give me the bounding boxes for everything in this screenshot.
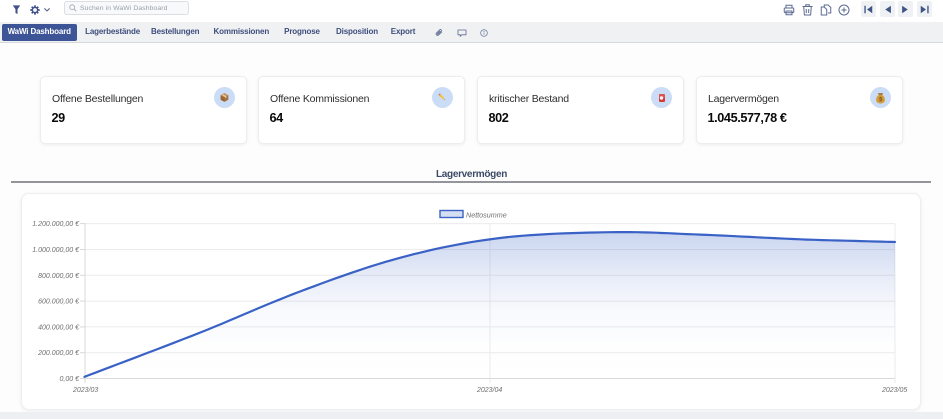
svg-text:Nettosumme: Nettosumme [466, 211, 507, 220]
svg-text:1.000.000,00 €: 1.000.000,00 € [32, 247, 80, 254]
svg-text:2023/04: 2023/04 [476, 387, 502, 394]
svg-text:400.000,00 €: 400.000,00 € [38, 325, 80, 332]
svg-text:2023/03: 2023/03 [72, 387, 98, 394]
svg-text:2023/05: 2023/05 [881, 387, 907, 394]
svg-text:200.000,00 €: 200.000,00 € [37, 350, 80, 357]
svg-text:600.000,00 €: 600.000,00 € [38, 299, 80, 306]
svg-text:800.000,00 €: 800.000,00 € [38, 273, 80, 280]
svg-text:0,00 €: 0,00 € [60, 376, 81, 383]
svg-text:1.200.000,00 €: 1.200.000,00 € [32, 221, 80, 228]
